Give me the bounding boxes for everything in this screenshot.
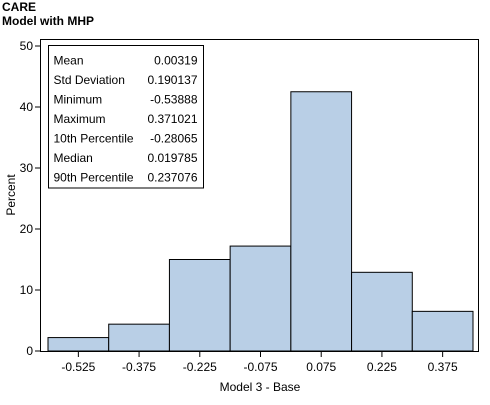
stat-value-3: 0.371021 bbox=[147, 112, 197, 126]
y-tick-label-5: 50 bbox=[20, 39, 34, 53]
histogram-bar-0 bbox=[47, 337, 110, 352]
chart-subtitle: Model with MHP bbox=[2, 14, 94, 28]
stat-value-0: 0.00319 bbox=[154, 54, 198, 68]
stat-value-4: -0.28065 bbox=[150, 132, 198, 146]
plot-frame bbox=[40, 39, 479, 352]
chart-title: CARE bbox=[2, 0, 37, 14]
y-tick-label-4: 40 bbox=[20, 100, 34, 114]
stat-value-5: 0.019785 bbox=[147, 151, 197, 165]
histogram-bar-4 bbox=[290, 91, 353, 352]
stat-value-6: 0.237076 bbox=[147, 171, 197, 185]
stat-label-4: 10th Percentile bbox=[54, 132, 134, 146]
x-tick-label-5: 0.225 bbox=[367, 360, 397, 374]
stat-label-6: 90th Percentile bbox=[54, 171, 134, 185]
y-tick-label-0: 0 bbox=[26, 344, 33, 358]
histogram-bar-2 bbox=[168, 259, 231, 352]
x-tick-label-0: -0.525 bbox=[61, 360, 95, 374]
y-tick-label-1: 10 bbox=[20, 283, 34, 297]
histogram-bar-3 bbox=[229, 245, 292, 352]
stats-inset: Mean 0.00319 Std Deviation 0.190137 Minimum -… bbox=[48, 45, 204, 189]
x-axis-label: Model 3 - Base bbox=[220, 380, 301, 394]
x-tick-label-2: -0.225 bbox=[183, 360, 217, 374]
stat-label-5: Median bbox=[54, 151, 93, 165]
x-tick-label-6: 0.375 bbox=[428, 360, 458, 374]
stat-value-1: 0.190137 bbox=[147, 73, 197, 87]
stat-label-3: Maximum bbox=[54, 112, 106, 126]
histogram-bar-1 bbox=[108, 323, 170, 352]
x-tick-label-4: 0.075 bbox=[306, 360, 336, 374]
histogram-bar-5 bbox=[351, 271, 413, 352]
x-tick-label-1: -0.375 bbox=[122, 360, 156, 374]
histogram-bar-6 bbox=[411, 310, 474, 352]
y-tick-label-3: 30 bbox=[20, 161, 34, 175]
x-tick-label-3: -0.075 bbox=[243, 360, 277, 374]
stat-label-1: Std Deviation bbox=[54, 73, 125, 87]
stat-value-2: -0.53888 bbox=[150, 93, 198, 107]
stat-label-0: Mean bbox=[54, 54, 84, 68]
y-axis-label: Percent bbox=[4, 174, 18, 216]
stats-inset-box bbox=[48, 45, 204, 189]
y-tick-label-2: 20 bbox=[20, 222, 34, 236]
stat-label-2: Minimum bbox=[54, 93, 103, 107]
